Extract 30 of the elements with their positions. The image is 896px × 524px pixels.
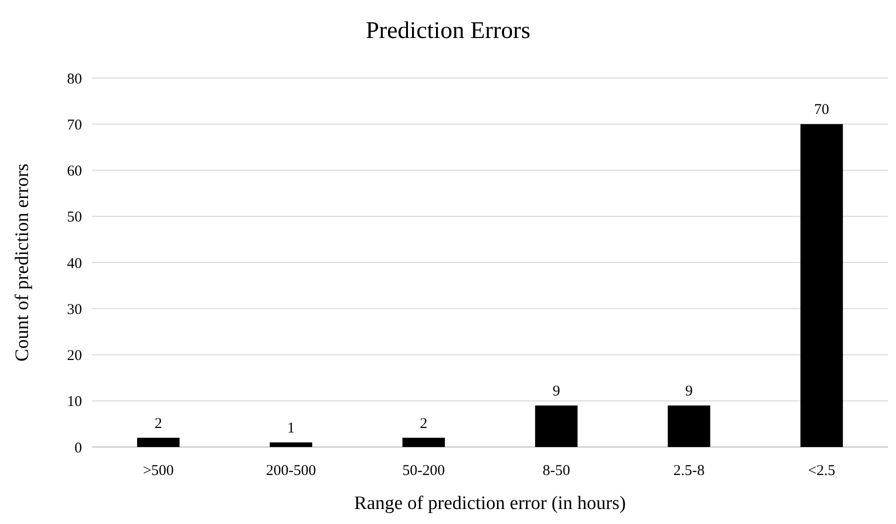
bar [270, 442, 312, 447]
y-tick-label: 10 [67, 394, 82, 410]
x-tick-label: 8-50 [542, 463, 570, 479]
bar [535, 405, 578, 447]
bar [800, 124, 843, 447]
data-label: 2 [154, 416, 162, 432]
data-label: 2 [420, 416, 428, 432]
y-tick-label: 50 [67, 210, 82, 226]
y-tick-label: 80 [67, 71, 82, 88]
x-tick-label: 200-500 [266, 463, 316, 479]
y-tick-label: 0 [74, 440, 82, 456]
x-tick-label: >500 [142, 463, 174, 479]
x-tick-label: 50-200 [402, 463, 445, 479]
x-tick-label: <2.5 [808, 463, 836, 479]
data-label: 1 [287, 420, 295, 436]
y-axis-title: Count of prediction errors [12, 164, 33, 362]
bar [402, 438, 445, 447]
y-tick-label: 20 [67, 348, 82, 364]
data-label: 9 [552, 383, 560, 400]
bar [137, 438, 180, 447]
data-label: 70 [814, 102, 830, 118]
y-tick-label: 40 [67, 256, 82, 272]
y-tick-label: 70 [67, 117, 82, 134]
y-tick-label: 30 [67, 302, 82, 318]
chart-title: Prediction Errors [366, 18, 530, 44]
data-label: 9 [685, 383, 693, 400]
x-axis-title: Range of prediction error (in hours) [354, 493, 626, 514]
bar [668, 405, 710, 447]
y-tick-label: 60 [67, 164, 82, 180]
x-tick-label: 2.5-8 [673, 463, 705, 479]
